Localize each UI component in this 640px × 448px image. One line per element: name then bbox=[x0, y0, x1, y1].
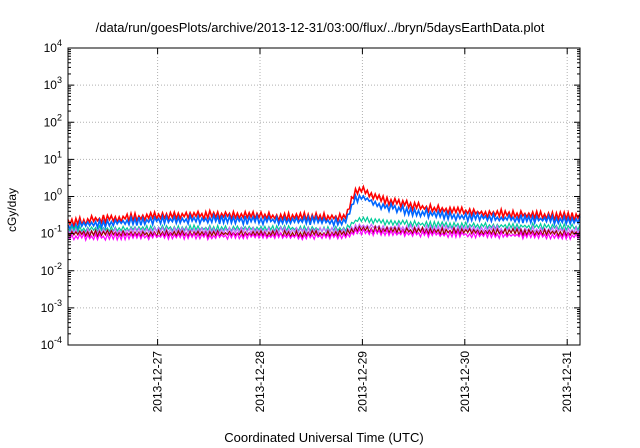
x-tick-label: 2013-12-27 bbox=[151, 351, 165, 413]
y-tick-label: 102 bbox=[44, 112, 62, 129]
x-tick-label: 2013-12-30 bbox=[458, 351, 472, 413]
series-line-4 bbox=[67, 222, 581, 237]
series-line-2 bbox=[67, 192, 581, 233]
series-line-1 bbox=[67, 184, 581, 230]
y-tick-label: 101 bbox=[44, 149, 62, 166]
x-tick-label: 2013-12-31 bbox=[560, 351, 574, 413]
y-tick-label: 10-4 bbox=[41, 335, 62, 352]
y-tick-label: 10-1 bbox=[41, 224, 62, 241]
y-tick-label: 104 bbox=[44, 38, 62, 55]
x-tick-label: 2013-12-28 bbox=[253, 351, 267, 413]
y-tick-label: 100 bbox=[44, 187, 62, 204]
y-tick-label: 10-3 bbox=[41, 298, 62, 315]
series-line-6 bbox=[67, 227, 581, 243]
y-tick-label: 10-2 bbox=[41, 261, 62, 278]
y-tick-label: 103 bbox=[44, 75, 62, 92]
x-tick-label: 2013-12-29 bbox=[355, 351, 369, 413]
x-axis-label: Coordinated Universal Time (UTC) bbox=[224, 430, 424, 445]
chart-title: /data/run/goesPlots/archive/2013-12-31/0… bbox=[95, 20, 545, 35]
